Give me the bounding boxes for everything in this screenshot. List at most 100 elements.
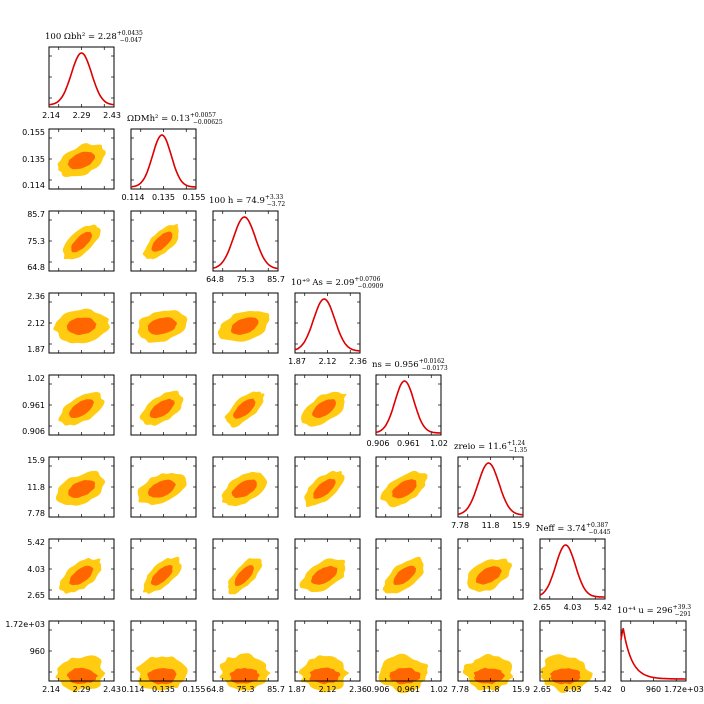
diag-panel-n_s (375, 374, 442, 436)
posterior-curve-omega_dmh2 (130, 134, 196, 188)
panel-title-1e4_u: 10⁺⁴ u = 296+39.3 −291 (617, 604, 691, 618)
contour-panel-1e9_A_s-vs-100_omega_b (53, 308, 110, 344)
y-tick-label: 11.8 (27, 483, 45, 492)
contour-frame (130, 292, 197, 354)
diag-panel-1e4_u (620, 620, 687, 682)
contour-frame (130, 210, 197, 272)
panel-title-N_eff: Neff = 3.74+0.387 −0.445 (536, 522, 611, 536)
contour-frame (48, 374, 115, 436)
contour-frame (130, 538, 197, 600)
x-tick-label: 0.155 (183, 193, 206, 202)
diag-panel-z_reio (457, 456, 524, 518)
x-tick-label: 1.87 (288, 357, 306, 366)
contour-frame (48, 128, 115, 190)
x-tick-label: 2.12 (319, 685, 337, 694)
contour-panel-1e9_A_s-vs-omega_dmh2 (137, 310, 188, 343)
contour-68 (312, 399, 336, 419)
posterior-line (212, 216, 279, 270)
contour-68 (392, 479, 417, 499)
x-tick-label: 2.43 (103, 685, 121, 694)
contour-frame (457, 620, 524, 682)
contour-panel-n_s-vs-1e9_A_s (301, 391, 347, 427)
contour-68 (231, 317, 259, 335)
y-tick-label: 0.906 (22, 427, 45, 436)
x-tick-label: 2.14 (42, 685, 60, 694)
posterior-line (375, 380, 442, 434)
contour-68 (147, 479, 176, 498)
contour-68 (309, 667, 341, 685)
panel-title-100_h: 100 h = 74.9+3.33 −3.72 (209, 194, 285, 208)
y-tick-label: 75.3 (27, 237, 45, 246)
x-tick-label: 5.42 (594, 603, 612, 612)
contour-frame (130, 374, 197, 436)
contour-68 (69, 565, 94, 586)
y-tick-label: 0.155 (22, 128, 45, 137)
contour-frame (48, 210, 115, 272)
contour-panel-N_eff-vs-z_reio (467, 558, 512, 592)
posterior-curve-100_h (212, 216, 279, 270)
x-tick-label: 2.65 (533, 685, 551, 694)
x-tick-label: 1.72e+03 (664, 685, 704, 694)
posterior-line (294, 298, 360, 352)
x-tick-label: 2.29 (73, 111, 91, 120)
contour-68 (150, 564, 173, 586)
contour-68 (66, 317, 97, 336)
contour-68 (147, 317, 177, 335)
x-tick-label: 0.961 (397, 685, 420, 694)
contour-frame (130, 456, 197, 518)
x-tick-label: 11.8 (482, 521, 500, 530)
contour-panel-1e4_u-vs-1e9_A_s (298, 655, 350, 693)
posterior-line (620, 628, 686, 680)
x-tick-label: 4.03 (564, 603, 582, 612)
x-tick-label: 2.12 (319, 357, 337, 366)
contour-frame (48, 538, 115, 600)
contour-panel-N_eff-vs-1e9_A_s (299, 558, 346, 593)
x-tick-label: 2.36 (349, 685, 367, 694)
contour-68 (313, 478, 336, 499)
x-tick-label: 960 (646, 685, 661, 694)
x-tick-label: 11.8 (482, 685, 500, 694)
y-tick-label: 0.114 (22, 181, 45, 190)
y-tick-label: 2.65 (27, 591, 45, 600)
posterior-curve-1e4_u (620, 628, 686, 680)
contour-68 (66, 667, 99, 684)
contour-68 (67, 151, 96, 170)
contour-panel-z_reio-vs-100_omega_b (55, 470, 106, 506)
contour-frame (48, 620, 115, 682)
contour-panel-N_eff-vs-omega_dmh2 (143, 556, 182, 594)
contour-panel-1e4_u-vs-omega_dmh2 (135, 656, 188, 691)
contour-frame (294, 456, 361, 518)
contour-68 (233, 398, 256, 419)
contour-68 (147, 668, 177, 685)
contour-frame (48, 292, 115, 354)
y-tick-label: 0.135 (22, 155, 45, 164)
contour-panel-omega_dmh2-vs-100_omega_b (57, 143, 106, 178)
contour-frame (212, 456, 279, 518)
x-tick-label: 2.65 (533, 603, 551, 612)
y-tick-label: 1.72e+03 (5, 620, 45, 629)
contour-frame (294, 620, 361, 682)
x-tick-label: 1.02 (430, 439, 448, 448)
y-tick-label: 1.02 (27, 374, 45, 383)
contour-frame (294, 374, 361, 436)
panel-title-z_reio: zreio = 11.6+1.24 −1.35 (454, 440, 527, 454)
contour-panel-z_reio-vs-1e9_A_s (304, 470, 345, 508)
contour-frame (48, 456, 115, 518)
contour-frame (375, 538, 442, 600)
y-tick-label: 1.87 (27, 345, 45, 354)
contour-frame (375, 620, 442, 682)
diag-panel-100_omega_b (48, 46, 115, 108)
contour-68 (389, 667, 421, 685)
contour-frame (212, 374, 279, 436)
x-tick-label: 2.43 (103, 111, 121, 120)
contour-panel-n_s-vs-omega_dmh2 (139, 390, 184, 426)
panel-frame (130, 128, 197, 190)
x-tick-label: 85.7 (267, 275, 285, 284)
x-tick-label: 2.29 (73, 685, 91, 694)
diag-panel-omega_dmh2 (130, 128, 197, 190)
panel-title-omega_dmh2: ΩDMh² = 0.13+0.0057 −0.00625 (127, 112, 223, 126)
contour-frame (539, 620, 606, 682)
y-tick-label: 64.8 (27, 263, 45, 272)
posterior-curve-n_s (375, 380, 442, 434)
